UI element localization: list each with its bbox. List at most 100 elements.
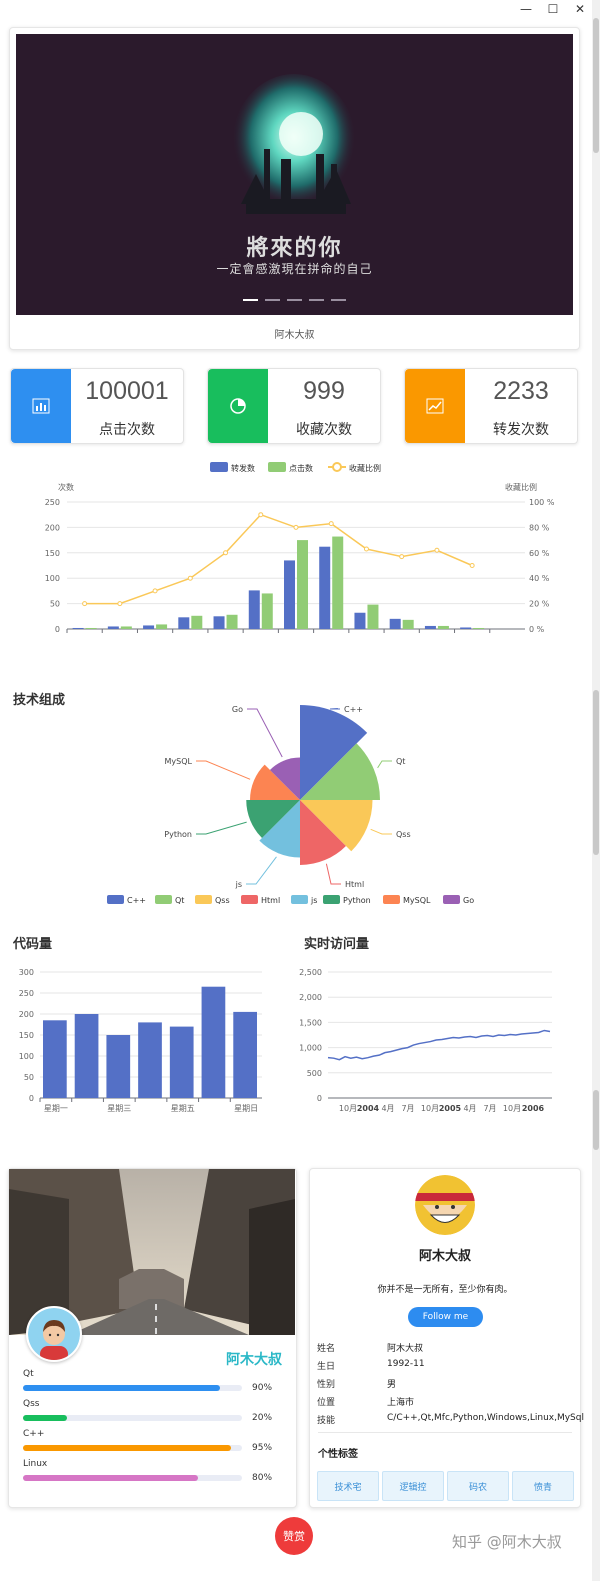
x-tick-label: 4月 [381, 1104, 394, 1113]
skill-label: Qt [23, 1369, 34, 1379]
bar-forward [213, 616, 225, 629]
tag-chip[interactable]: 愤青 [512, 1471, 574, 1501]
scroll-thumb[interactable] [593, 18, 599, 153]
x-tick-label: 7月 [483, 1104, 496, 1113]
carousel-dot[interactable] [331, 299, 346, 301]
stat-label: 点击次数 [99, 422, 155, 438]
stat-card-clicks[interactable]: 100001 点击次数 [10, 368, 184, 444]
x-tick-label: 7月 [401, 1104, 414, 1113]
close-button[interactable]: ✕ [574, 2, 586, 16]
legend-label: Html [261, 896, 280, 905]
bar-forward [107, 626, 119, 629]
bar-forward [424, 625, 436, 629]
rose-label: C++ [344, 705, 363, 714]
stat-value: 999 [303, 377, 345, 405]
banner-caption: 阿木大叔 [274, 330, 315, 341]
tag-chip[interactable]: 码农 [447, 1471, 509, 1501]
info-motto: 你并不是一无所有，至少你有肉。 [377, 1285, 513, 1295]
tag-chip[interactable]: 逻辑控 [382, 1471, 444, 1501]
bar-click [120, 626, 132, 629]
avatar[interactable] [26, 1306, 82, 1362]
legend-label: js [310, 896, 317, 905]
banner-title: 將來的你 [246, 235, 343, 261]
skill-percent: 80% [252, 1473, 273, 1483]
skill-progress-track [23, 1415, 242, 1421]
code-bar [138, 1022, 162, 1098]
ratio-point [152, 588, 158, 594]
y-tick-label: 250 [19, 989, 34, 998]
bar-click [367, 604, 379, 629]
legend-swatch [155, 895, 172, 904]
x-tick-label: 10月 [421, 1104, 439, 1113]
y2-tick-label: 20 % [529, 600, 550, 609]
y-tick-label: 200 [19, 1010, 34, 1019]
skill-label: Linux [23, 1459, 48, 1469]
info-avatar[interactable] [415, 1175, 475, 1235]
rose-label: Qt [396, 757, 405, 766]
scroll-thumb-tertiary[interactable] [593, 1090, 599, 1150]
rose-label-line [377, 760, 392, 769]
bar-forward [72, 627, 84, 629]
stat-card-favorites[interactable]: 999 收藏次数 [207, 368, 381, 444]
y-axis-label: 次数 [58, 482, 74, 492]
y2-tick-label: 100 % [529, 498, 555, 507]
ratio-point [117, 601, 123, 607]
tag-chip[interactable]: 技术宅 [317, 1471, 379, 1501]
carousel-dot[interactable] [243, 299, 258, 301]
y-tick-label: 50 [50, 600, 60, 609]
tech-rose-chart: C++ Qt Qss Html js Python MySQL Go C++ Qt Qss Html j… [107, 705, 474, 905]
rose-label: Python [164, 830, 192, 839]
line-chart-icon [405, 369, 465, 443]
y-tick-label: 150 [45, 549, 60, 558]
scrollbar[interactable] [592, 0, 600, 1581]
skill-percent: 90% [252, 1383, 273, 1393]
legend-swatch [443, 895, 460, 904]
info-field-key: 技能 [317, 1416, 336, 1426]
code-chart-title: 代码量 [13, 937, 53, 952]
carousel-dot[interactable] [287, 299, 302, 301]
info-field-value: 阿木大叔 [387, 1344, 424, 1354]
bar-click [437, 625, 449, 629]
rose-label: js [235, 880, 242, 889]
y-tick-label: 50 [24, 1073, 34, 1082]
code-bar [106, 1035, 131, 1098]
y-tick-label: 0 [317, 1094, 322, 1103]
bar-forward [143, 625, 155, 629]
legend-swatch [195, 895, 212, 904]
bar-click [332, 536, 344, 629]
code-bar [233, 1011, 257, 1098]
bar-forward [284, 560, 295, 629]
bar-forward [248, 590, 260, 629]
y-tick-label: 1,500 [299, 1018, 322, 1027]
bar-forward [460, 627, 472, 629]
y2-axis-label: 收藏比例 [505, 482, 537, 492]
y2-tick-label: 60 % [529, 549, 550, 558]
follow-button[interactable]: Follow me [408, 1307, 483, 1327]
stat-card-shares[interactable]: 2233 转发次数 [404, 368, 578, 444]
info-field-value: 男 [387, 1380, 397, 1390]
x-tick-label: 10月 [503, 1104, 521, 1113]
scroll-thumb-secondary[interactable] [593, 690, 599, 855]
legend-swatch [332, 462, 342, 472]
bar-click [191, 615, 203, 629]
donate-button[interactable]: 赞赏 [275, 1517, 313, 1555]
minimize-button[interactable]: — [520, 2, 532, 16]
skill-percent: 95% [252, 1443, 273, 1453]
maximize-button[interactable]: ☐ [547, 2, 559, 16]
rose-slice-html [300, 800, 346, 865]
bar-forward [354, 612, 366, 629]
ratio-point [293, 524, 299, 530]
legend-label: Python [343, 896, 371, 905]
legend-swatch [291, 895, 308, 904]
skill-label: C++ [23, 1429, 45, 1439]
y-tick-label: 100 [45, 574, 60, 583]
carousel[interactable]: 將來的你 一定會感激現在拼命的自己 [16, 34, 573, 315]
code-bar [43, 1020, 67, 1098]
carousel-dot[interactable] [309, 299, 324, 301]
bar-click [261, 593, 273, 629]
rose-slice-qss [300, 800, 373, 852]
skill-progress-fill [23, 1385, 221, 1391]
rose-label: MySQL [165, 757, 193, 766]
carousel-dot[interactable] [265, 299, 280, 301]
